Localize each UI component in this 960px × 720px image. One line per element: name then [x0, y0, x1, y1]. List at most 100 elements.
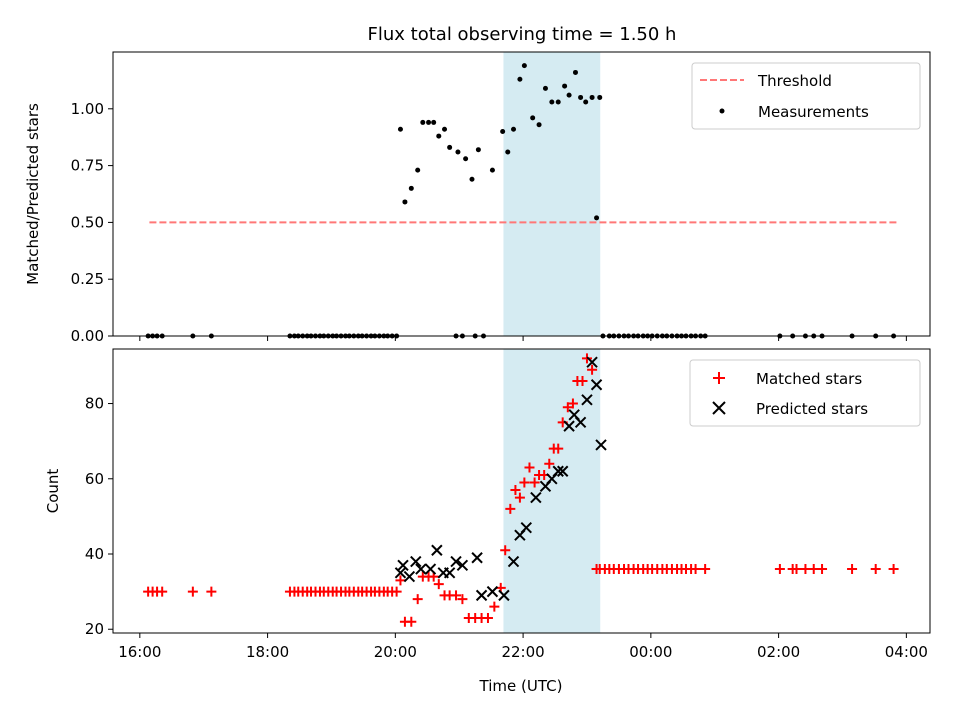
matched-star-point — [514, 492, 525, 503]
measurement-point — [555, 99, 561, 105]
x-tick-label: 02:00 — [757, 643, 800, 661]
predicted-star-point — [415, 563, 427, 575]
measurement-point — [517, 76, 523, 82]
x-tick-label: 16:00 — [118, 643, 161, 661]
predicted-star-point — [424, 563, 437, 575]
bottom-legend-predicted-label: Predicted stars — [756, 400, 868, 418]
y-tick-label: 40 — [85, 545, 104, 563]
x-tick-label: 04:00 — [885, 643, 928, 661]
measurement-point — [408, 185, 414, 191]
matched-star-point — [451, 590, 462, 601]
predicted-star-point — [586, 356, 598, 368]
bottom-y-ticks: 20 40 60 80 — [85, 395, 113, 638]
measurement-point — [578, 94, 584, 100]
y-tick-label: 0.75 — [71, 157, 104, 175]
measurement-point — [566, 92, 572, 98]
bottom-legend-matched-swatch — [713, 372, 725, 384]
measurement-point — [594, 215, 600, 221]
y-tick-label: 60 — [85, 470, 104, 488]
matched-star-point — [510, 485, 521, 496]
matched-star-point — [791, 564, 802, 575]
x-tick-label: 22:00 — [501, 643, 544, 661]
measurement-point — [500, 129, 506, 135]
predicted-star-point — [486, 585, 499, 598]
bottom-x-ticks: 16:00 18:00 20:00 22:00 00:00 02:00 04:00 — [118, 633, 928, 661]
predicted-star-point — [397, 559, 409, 571]
matched-star-point — [406, 616, 417, 627]
measurement-point — [431, 119, 437, 125]
measurement-point — [536, 122, 542, 128]
bottom-legend-predicted-swatch — [712, 401, 726, 415]
predicted-star-point — [530, 491, 542, 504]
bottom-legend-box — [689, 359, 921, 427]
matched-star-point — [577, 375, 588, 386]
measurement-point — [447, 144, 453, 150]
measurement-point — [542, 85, 548, 91]
legend-plus-marker — [713, 372, 725, 384]
measurement-point — [505, 149, 511, 155]
matched-star-point — [544, 458, 555, 469]
y-tick-label: 0.00 — [71, 327, 104, 345]
bottom-y-axis-label: Count — [44, 469, 62, 514]
predicted-star-point — [450, 555, 462, 568]
predicted-star-point — [475, 589, 488, 602]
matched-star-point — [412, 594, 423, 605]
top-legend-measurements-label: Measurements — [758, 103, 869, 121]
matched-star-point — [524, 462, 535, 473]
top-x-ticks — [139, 336, 907, 341]
measurement-point — [402, 199, 408, 205]
top-legend-measurements-swatch — [719, 108, 725, 114]
predicted-star-point — [563, 420, 575, 432]
measurement-point — [521, 63, 527, 69]
matched-star-point — [870, 564, 881, 575]
top-legend: Threshold Measurements — [691, 62, 921, 130]
predicted-star-point — [394, 567, 407, 579]
predicted-star-point — [590, 379, 603, 391]
measurement-point — [455, 149, 461, 155]
measurement-point — [489, 167, 495, 173]
matched-star-point — [157, 586, 168, 597]
predicted-star-point — [552, 465, 564, 477]
matched-star-point — [500, 545, 511, 556]
bottom-axes-frame — [112, 348, 931, 634]
top-axes-frame — [112, 51, 931, 337]
top-legend-threshold-label: Threshold — [757, 72, 832, 90]
matched-star-point — [433, 579, 444, 590]
measurement-point — [597, 94, 603, 100]
top-shaded-span — [503, 51, 601, 337]
matched-star-point — [482, 612, 493, 623]
matched-star-point — [847, 564, 858, 575]
matched-star-point — [690, 564, 701, 575]
predicted-star-point — [431, 544, 443, 556]
matched-star-point — [489, 601, 500, 612]
x-tick-label: 20:00 — [374, 643, 417, 661]
measurement-point — [583, 99, 589, 105]
matched-star-point — [519, 477, 530, 488]
matched-star-point — [505, 503, 516, 514]
bottom-x-axis-label: Time (UTC) — [479, 677, 563, 695]
matched-star-point — [774, 564, 785, 575]
predicted-star-point — [595, 439, 607, 451]
measurement-point — [572, 69, 578, 75]
matched-star-point — [395, 575, 406, 586]
predicted-star-point — [443, 567, 456, 579]
x-tick-label: 18:00 — [246, 643, 289, 661]
bottom-series-layer — [143, 353, 899, 627]
chart-title: Flux total observing time = 1.50 h — [368, 24, 677, 45]
matched-star-point — [817, 564, 828, 575]
bottom-panel: 20 40 60 80 16:00 18:00 20:00 22:00 00:00 02:00 0… — [44, 348, 931, 695]
matched-star-point — [700, 564, 711, 575]
top-y-ticks: 0.00 0.25 0.50 0.75 1.00 — [71, 100, 113, 345]
predicted-star-point — [498, 589, 510, 602]
top-y-axis-label: Matched/Predicted stars — [24, 103, 42, 285]
top-panel: 0.00 0.25 0.50 0.75 1.00 Matched/Predicted s… — [24, 51, 931, 345]
measurement-point — [530, 115, 536, 121]
predicted-star-point — [581, 394, 593, 406]
top-legend-box — [691, 62, 921, 130]
measurement-point — [463, 156, 469, 162]
measurement-point — [589, 94, 595, 100]
x-tick-label: 00:00 — [629, 643, 672, 661]
bottom-legend-matched-label: Matched stars — [756, 370, 862, 388]
predicted-star-point — [556, 465, 569, 477]
